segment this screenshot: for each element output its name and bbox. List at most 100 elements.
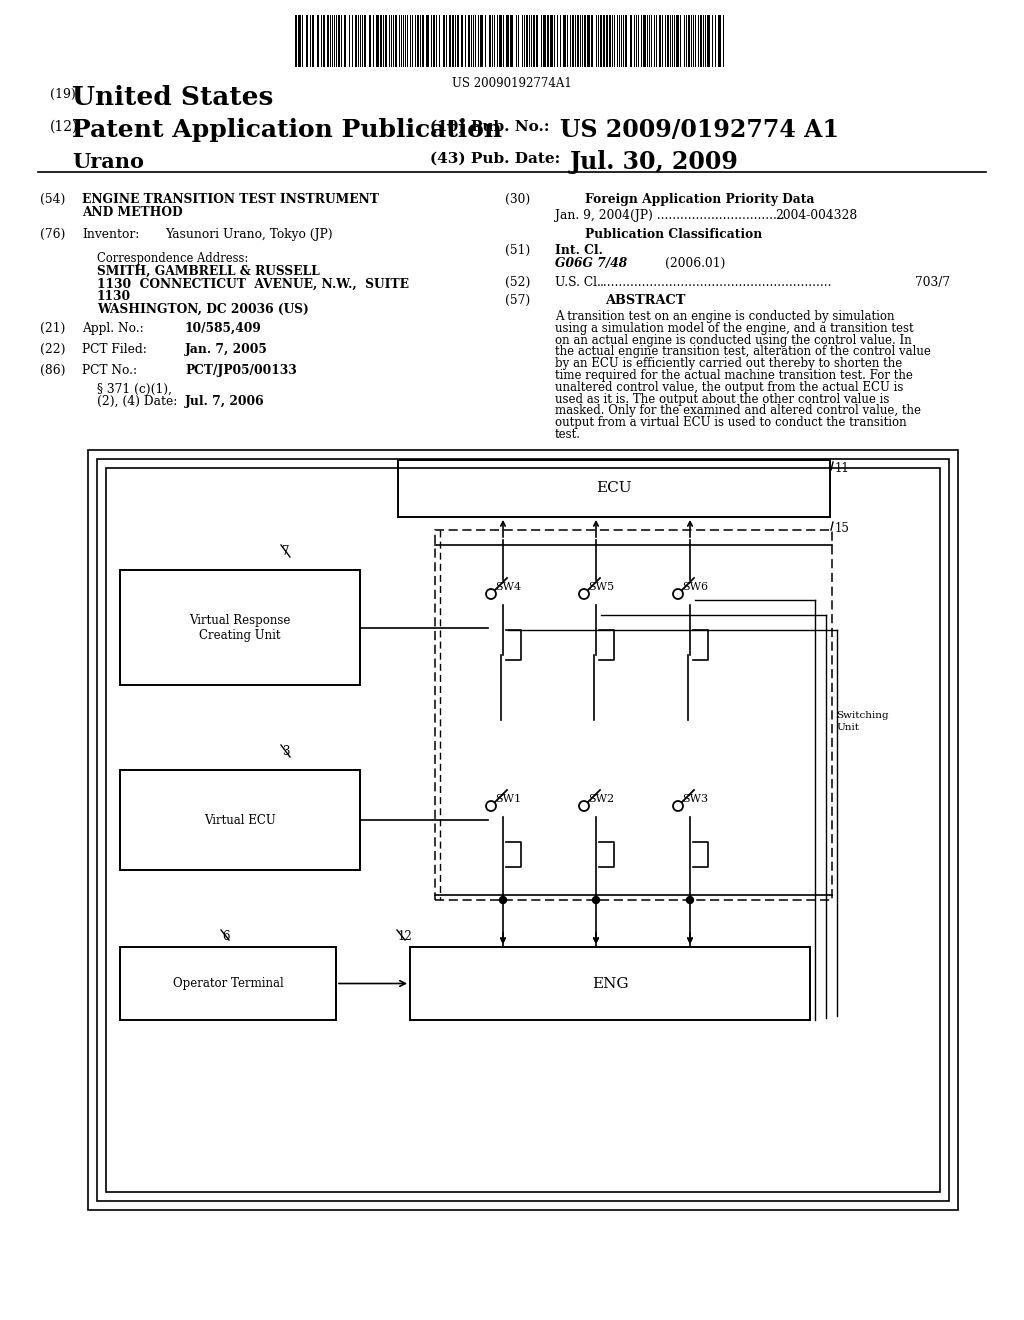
Text: 11: 11: [835, 462, 850, 475]
Bar: [707, 15, 710, 67]
Text: Jan. 7, 2005: Jan. 7, 2005: [185, 343, 267, 356]
Text: Correspondence Address:: Correspondence Address:: [97, 252, 248, 265]
Text: G06G 7/48: G06G 7/48: [555, 257, 628, 271]
Text: (19): (19): [50, 88, 76, 102]
Bar: [120, 770, 360, 870]
Bar: [410, 946, 810, 1020]
Text: 1130  CONNECTICUT  AVENUE, N.W.,  SUITE: 1130 CONNECTICUT AVENUE, N.W., SUITE: [97, 277, 409, 290]
Text: § 371 (c)(1),: § 371 (c)(1),: [97, 383, 172, 396]
Bar: [364, 15, 366, 67]
Text: Int. Cl.: Int. Cl.: [555, 244, 603, 257]
Text: (21): (21): [40, 322, 66, 335]
Circle shape: [593, 896, 599, 903]
Text: Jul. 30, 2009: Jul. 30, 2009: [570, 150, 739, 174]
Text: A transition test on an engine is conducted by simulation: A transition test on an engine is conduc…: [555, 310, 895, 323]
Text: (57): (57): [505, 294, 530, 308]
Text: ............................................................: ........................................…: [600, 276, 833, 289]
Text: (30): (30): [505, 193, 530, 206]
Bar: [506, 15, 509, 67]
Text: (52): (52): [505, 276, 530, 289]
Text: the actual engine transition test, alteration of the control value: the actual engine transition test, alter…: [555, 346, 931, 359]
Text: Virtual Response: Virtual Response: [189, 614, 291, 627]
Bar: [380, 15, 382, 67]
Bar: [88, 450, 958, 1210]
Text: 1130: 1130: [97, 290, 131, 304]
Bar: [563, 15, 566, 67]
Text: Publication Classification: Publication Classification: [585, 228, 762, 242]
Bar: [433, 15, 435, 67]
Text: Virtual ECU: Virtual ECU: [204, 813, 275, 826]
Text: masked. Only for the examined and altered control value, the: masked. Only for the examined and altere…: [555, 404, 921, 417]
Bar: [323, 15, 325, 67]
Bar: [298, 15, 301, 67]
Bar: [526, 15, 528, 67]
Bar: [457, 15, 459, 67]
Text: AND METHOD: AND METHOD: [82, 206, 182, 219]
Text: Patent Application Publication: Patent Application Publication: [72, 117, 502, 143]
Bar: [426, 15, 429, 67]
Text: Inventor:: Inventor:: [82, 228, 139, 242]
Text: (43) Pub. Date:: (43) Pub. Date:: [430, 152, 560, 166]
Text: Jul. 7, 2006: Jul. 7, 2006: [185, 395, 264, 408]
Text: ENG: ENG: [592, 977, 629, 990]
Circle shape: [500, 896, 507, 903]
Bar: [550, 15, 553, 67]
Text: U.S. Cl.: U.S. Cl.: [555, 276, 601, 289]
Text: time required for the actual machine transition test. For the: time required for the actual machine tra…: [555, 370, 912, 381]
Bar: [591, 15, 593, 67]
Bar: [97, 459, 949, 1201]
Text: SMITH, GAMBRELL & RUSSELL: SMITH, GAMBRELL & RUSSELL: [97, 265, 319, 279]
Text: PCT/JP05/00133: PCT/JP05/00133: [185, 364, 297, 378]
Text: (51): (51): [505, 244, 530, 257]
Circle shape: [686, 896, 693, 903]
Bar: [577, 15, 579, 67]
Bar: [587, 15, 590, 67]
Bar: [422, 15, 424, 67]
Bar: [338, 15, 340, 67]
Bar: [643, 15, 646, 67]
Text: Unit: Unit: [836, 723, 859, 733]
Bar: [667, 15, 669, 67]
Bar: [306, 15, 308, 67]
Text: (12): (12): [50, 120, 79, 135]
Text: unaltered control value, the output from the actual ECU is: unaltered control value, the output from…: [555, 380, 903, 393]
Bar: [417, 15, 419, 67]
Bar: [480, 15, 483, 67]
Text: SW3: SW3: [682, 795, 709, 804]
Bar: [385, 15, 387, 67]
Text: SW2: SW2: [588, 795, 614, 804]
Text: Creating Unit: Creating Unit: [200, 630, 281, 642]
Bar: [700, 15, 702, 67]
Text: output from a virtual ECU is used to conduct the transition: output from a virtual ECU is used to con…: [555, 416, 906, 429]
Bar: [536, 15, 538, 67]
Bar: [317, 15, 319, 67]
Text: Operator Terminal: Operator Terminal: [173, 977, 284, 990]
Bar: [452, 15, 454, 67]
Bar: [295, 15, 297, 67]
Bar: [376, 15, 379, 67]
Bar: [625, 15, 627, 67]
Bar: [106, 469, 940, 1192]
Text: test.: test.: [555, 428, 581, 441]
Text: United States: United States: [72, 84, 273, 110]
Text: (JP) .................................: (JP) .................................: [630, 209, 784, 222]
Bar: [489, 15, 490, 67]
Bar: [443, 15, 445, 67]
Bar: [468, 15, 470, 67]
Bar: [449, 15, 451, 67]
Text: PCT Filed:: PCT Filed:: [82, 343, 146, 356]
Text: Urano: Urano: [72, 152, 144, 172]
Bar: [547, 15, 549, 67]
Text: SW6: SW6: [682, 582, 709, 591]
Bar: [499, 15, 502, 67]
Text: Jan. 9, 2004: Jan. 9, 2004: [555, 209, 630, 222]
Bar: [609, 15, 611, 67]
Bar: [120, 946, 336, 1020]
Text: 3: 3: [282, 744, 290, 758]
Text: (54): (54): [40, 193, 66, 206]
Text: 6: 6: [222, 931, 229, 942]
Text: (76): (76): [40, 228, 66, 242]
Text: SW5: SW5: [588, 582, 614, 591]
Bar: [398, 459, 830, 517]
Text: US 20090192774A1: US 20090192774A1: [453, 77, 571, 90]
